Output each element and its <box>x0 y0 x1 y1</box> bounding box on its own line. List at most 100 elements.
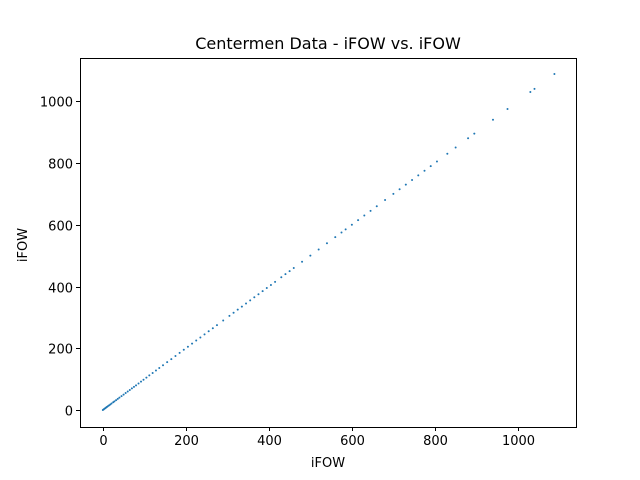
data-point <box>120 395 123 398</box>
data-point <box>162 364 165 367</box>
data-point <box>222 319 225 322</box>
data-point <box>284 273 287 276</box>
data-point <box>265 287 268 290</box>
data-point <box>145 376 148 379</box>
data-point <box>274 280 277 283</box>
data-point <box>166 361 169 364</box>
data-point <box>211 327 214 330</box>
data-point <box>269 283 272 286</box>
data-point <box>280 276 283 279</box>
data-point <box>411 178 414 181</box>
data-point <box>154 369 157 372</box>
data-point <box>140 380 143 383</box>
data-point <box>148 374 151 377</box>
x-axis-ticks: 0 200 400 600 800 1000 <box>99 427 535 449</box>
x-tick-label: 400 <box>257 434 282 449</box>
data-point <box>135 384 138 387</box>
data-point <box>529 90 532 93</box>
data-point <box>301 260 304 263</box>
data-point <box>392 192 395 195</box>
data-point <box>170 358 173 361</box>
data-point <box>142 378 145 381</box>
data-point <box>506 107 509 110</box>
y-tick-label: 400 <box>48 282 73 297</box>
data-point <box>207 330 210 333</box>
data-point <box>110 402 113 405</box>
y-axis-ticks: 0 200 400 600 800 1000 <box>40 96 80 420</box>
data-point <box>369 209 372 212</box>
data-point <box>195 339 198 342</box>
data-point <box>435 160 438 163</box>
data-point <box>253 296 256 299</box>
x-tick-label: 800 <box>423 434 448 449</box>
data-point <box>467 137 470 140</box>
y-tick-label: 800 <box>48 158 73 173</box>
data-point <box>137 382 140 385</box>
data-point <box>398 188 401 191</box>
data-point <box>363 214 366 217</box>
data-point <box>375 205 378 208</box>
data-point <box>186 345 189 348</box>
data-point <box>232 311 235 314</box>
data-point <box>317 248 320 251</box>
data-point <box>384 199 387 202</box>
x-tick-label: 200 <box>174 434 199 449</box>
plot-area <box>101 73 556 412</box>
y-tick-label: 1000 <box>40 96 73 111</box>
data-point <box>228 314 231 317</box>
y-tick-label: 600 <box>48 220 73 235</box>
data-point <box>130 387 133 390</box>
data-point <box>404 183 407 186</box>
data-point <box>344 228 347 231</box>
chart-title: Centermen Data - iFOW vs. iFOW <box>195 34 461 53</box>
x-tick-label: 0 <box>99 434 107 449</box>
data-point <box>357 219 360 222</box>
data-point <box>113 400 116 403</box>
data-point <box>334 236 337 239</box>
data-point <box>115 399 118 402</box>
data-point <box>124 392 127 395</box>
data-point <box>236 308 239 311</box>
data-point <box>325 242 328 245</box>
plot-frame <box>80 58 577 428</box>
data-point <box>126 390 129 393</box>
data-point <box>158 367 161 370</box>
data-point <box>128 388 131 391</box>
data-point <box>240 305 243 308</box>
data-point <box>174 354 177 357</box>
data-point <box>429 165 432 168</box>
data-point <box>261 290 264 293</box>
data-point <box>288 270 291 273</box>
data-point <box>245 302 248 305</box>
data-point <box>350 223 353 226</box>
data-point <box>116 397 119 400</box>
data-point <box>553 73 556 76</box>
y-tick-label: 200 <box>48 343 73 358</box>
data-point <box>178 351 181 354</box>
data-point <box>151 371 154 374</box>
data-point <box>417 174 420 177</box>
data-point <box>491 118 494 121</box>
data-point <box>423 169 426 172</box>
data-point <box>257 293 260 296</box>
data-point <box>182 348 185 351</box>
data-point <box>340 231 343 234</box>
data-point <box>309 254 312 257</box>
data-point <box>203 333 206 336</box>
data-point <box>199 336 202 339</box>
data-point <box>454 146 457 149</box>
x-axis-title: iFOW <box>311 456 345 471</box>
data-point <box>215 324 218 327</box>
data-point <box>118 396 121 399</box>
y-axis-title: iFOW <box>16 228 31 262</box>
y-tick-label: 0 <box>65 405 73 420</box>
data-point <box>473 132 476 135</box>
data-point <box>446 152 449 155</box>
x-tick-label: 600 <box>340 434 365 449</box>
data-point <box>249 299 252 302</box>
x-tick-label: 1000 <box>502 434 535 449</box>
data-point <box>191 342 194 345</box>
data-point <box>122 393 125 396</box>
